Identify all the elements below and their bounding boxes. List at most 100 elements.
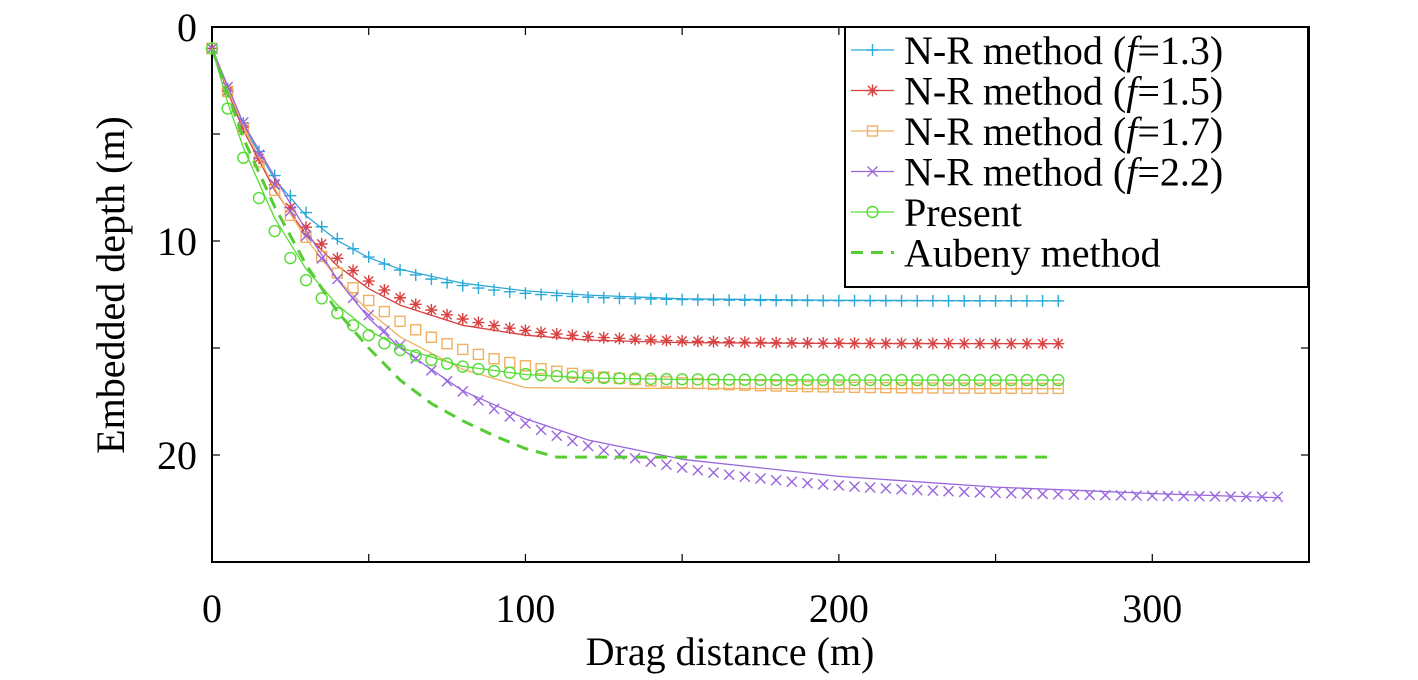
data-point (660, 459, 672, 471)
data-point (895, 294, 908, 307)
data-point (942, 337, 955, 350)
data-point (786, 380, 798, 393)
data-point (926, 373, 940, 387)
data-point (942, 373, 955, 387)
data-point (410, 352, 422, 364)
data-point (378, 305, 391, 318)
data-point (550, 327, 563, 340)
data-point (989, 382, 1002, 394)
data-point (989, 373, 1002, 387)
data-point (300, 221, 313, 234)
data-point (582, 440, 594, 452)
data-point (205, 42, 219, 55)
data-point (926, 294, 939, 307)
data-point (880, 482, 892, 494)
legend-item: Aubeny method (851, 231, 1161, 276)
data-point (958, 382, 970, 394)
data-point (973, 294, 986, 307)
data-point (253, 149, 265, 161)
legend-label: N-R method (f=1.3) (904, 28, 1223, 73)
data-point (958, 337, 971, 350)
legend-marker (866, 84, 879, 97)
data-point (911, 382, 923, 394)
data-point (879, 294, 892, 307)
legend: N-R method (f=1.3)N-R method (f=1.5)N-R … (844, 26, 1309, 288)
data-point (1036, 373, 1049, 387)
series-5 (205, 42, 1065, 387)
data-point (629, 292, 642, 305)
data-point (597, 291, 610, 304)
data-point (974, 486, 986, 498)
data-point (550, 289, 563, 302)
x-tick-label: 200 (809, 586, 869, 631)
data-point (441, 276, 454, 289)
data-point (943, 485, 955, 497)
data-point (676, 334, 689, 347)
data-point (393, 343, 407, 357)
y-tick-labels: 0 10 20 (157, 5, 197, 478)
data-point (1036, 382, 1049, 395)
data-point (958, 486, 970, 498)
data-point (519, 324, 532, 337)
data-point (754, 336, 767, 349)
data-point (1036, 337, 1049, 350)
data-point (973, 337, 986, 350)
data-point (268, 184, 281, 197)
data-point (504, 411, 516, 423)
data-point (1020, 337, 1033, 350)
data-point (535, 362, 547, 375)
data-point (879, 373, 893, 387)
data-point (754, 373, 767, 386)
data-point (519, 418, 531, 430)
data-point (911, 484, 923, 496)
x-tick-label: 100 (495, 586, 555, 631)
data-point (457, 385, 469, 397)
data-point (472, 282, 485, 295)
data-point (441, 375, 453, 387)
data-point (629, 333, 642, 346)
data-point (425, 304, 438, 317)
data-point (817, 294, 830, 307)
data-point (942, 382, 955, 394)
data-point (378, 258, 391, 271)
data-point (707, 335, 720, 348)
data-point (1052, 373, 1065, 387)
legend-item: N-R method (f=1.3) (851, 28, 1223, 73)
data-point (1272, 491, 1284, 503)
data-point (1037, 488, 1049, 500)
data-point (410, 324, 422, 336)
x-tick-label: 300 (1122, 586, 1182, 631)
data-point (347, 264, 360, 277)
data-point (1240, 491, 1252, 503)
legend-marker (866, 44, 879, 56)
data-point (472, 316, 485, 329)
data-point (1193, 490, 1205, 502)
data-point (488, 353, 500, 365)
data-point (958, 294, 971, 307)
data-point (535, 288, 548, 301)
data-point (895, 382, 908, 394)
data-point (660, 293, 673, 306)
data-point (488, 284, 501, 297)
data-point (300, 230, 312, 242)
x-tick-label: 0 (202, 586, 222, 631)
data-point (942, 294, 955, 307)
data-point (472, 362, 485, 376)
data-point (911, 373, 924, 387)
data-point (315, 292, 328, 305)
data-point (1021, 488, 1033, 500)
data-point (269, 178, 281, 190)
data-point (362, 329, 375, 342)
data-point (691, 373, 705, 386)
data-point (722, 373, 736, 386)
data-point (347, 282, 359, 294)
data-point (363, 309, 375, 321)
data-point (880, 381, 892, 394)
data-point (769, 373, 783, 387)
y-tick-label: 10 (157, 219, 197, 264)
data-point (409, 298, 422, 311)
legend-item: Present (851, 190, 1022, 235)
data-point (1115, 489, 1127, 501)
data-point (1005, 294, 1018, 307)
